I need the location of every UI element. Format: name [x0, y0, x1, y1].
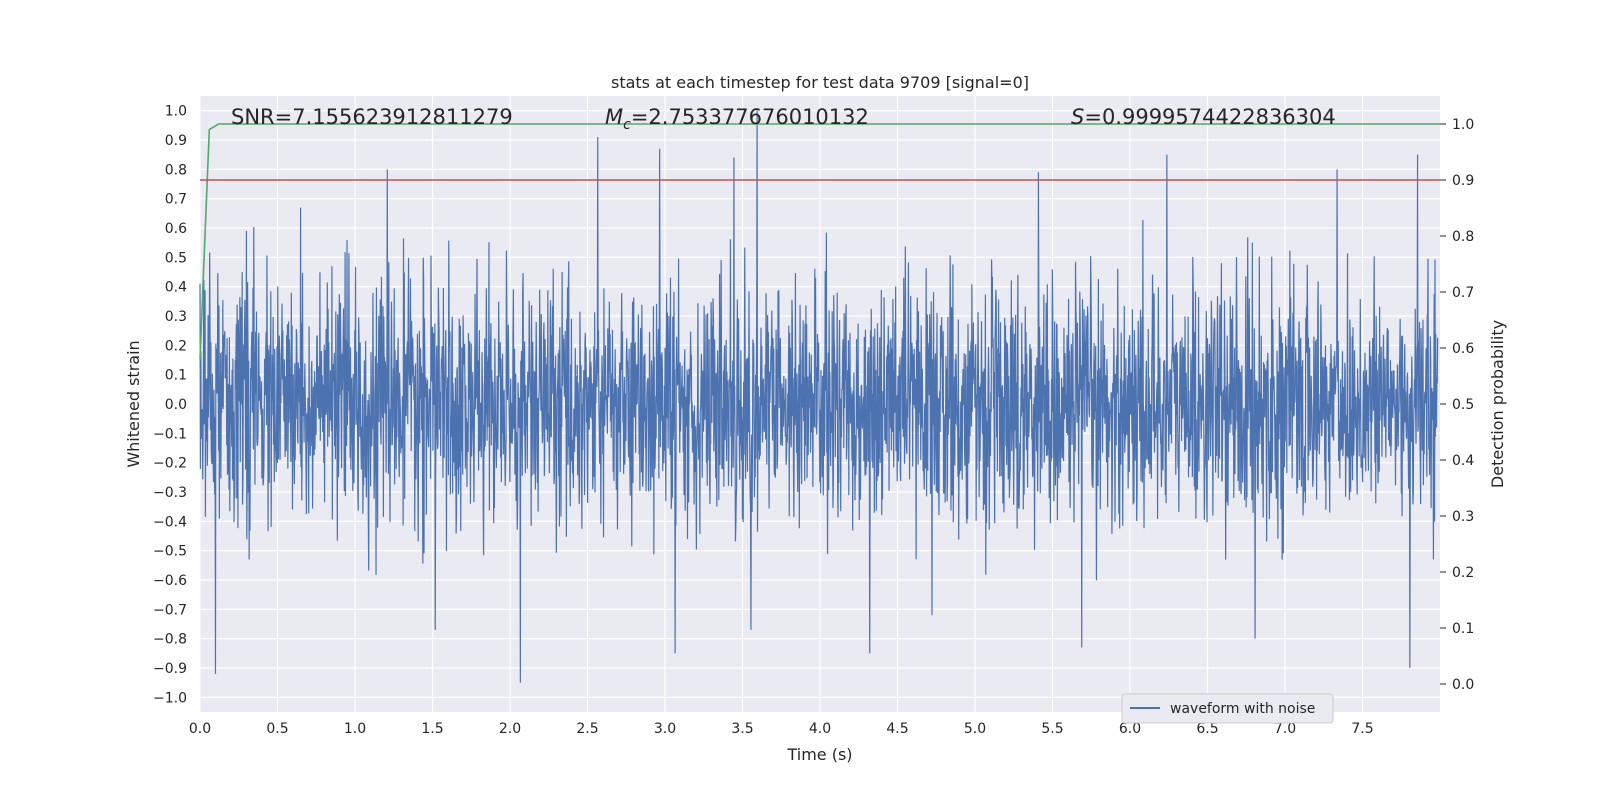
y-left-tick-label: 1.0	[165, 104, 187, 120]
probability-line	[199, 123, 1440, 360]
y-left-tick-label: 0.3	[165, 309, 187, 325]
y-left-tick-label: −0.2	[153, 456, 187, 472]
y-right-tick-label: 0.2	[1452, 565, 1474, 581]
y-left-tick-label: −0.9	[153, 661, 187, 677]
y-left-tick-label: −0.3	[153, 485, 187, 501]
y-left-tick-label: 0.6	[165, 221, 187, 237]
x-tick-label: 3.5	[731, 721, 753, 737]
x-tick-label: 6.5	[1196, 721, 1218, 737]
y-left-tick-label: 0.9	[165, 133, 187, 149]
waveform-line	[199, 110, 1439, 683]
x-tick-label: 5.0	[964, 721, 986, 737]
ticks: 0.0 0.5 1.0 1.5 2.0 2.5 3.0 3.5 4.0 4.5 5.0 5.5 6.0 6…	[153, 104, 1474, 737]
annotation-s: S=0.9999574422836304	[1071, 105, 1336, 129]
y-left-tick-label: −0.1	[153, 426, 187, 442]
y-left-tick-label: 0.1	[165, 368, 187, 384]
y-right-tick-label: 0.0	[1452, 677, 1474, 693]
x-tick-label: 5.5	[1041, 721, 1063, 737]
legend: waveform with noise	[1121, 693, 1334, 724]
y-right-tick-label: 0.9	[1452, 173, 1474, 189]
y-axis-label-right: Detection probability	[1488, 320, 1507, 488]
y-left-tick-label: −0.6	[153, 573, 187, 589]
x-tick-label: 3.0	[654, 721, 676, 737]
y-left-tick-label: 0.8	[165, 162, 187, 178]
y-right-tick-label: 0.5	[1452, 397, 1474, 413]
y-left-tick-label: −0.7	[153, 602, 187, 618]
legend-label: waveform with noise	[1170, 701, 1315, 717]
y-left-tick-label: −0.5	[153, 544, 187, 560]
y-right-tick-label: 0.7	[1452, 285, 1474, 301]
y-left-tick-label: −0.4	[153, 514, 187, 530]
y-right-tick-label: 0.6	[1452, 341, 1474, 357]
chart-title: stats at each timestep for test data 970…	[611, 73, 1029, 92]
y-left-tick-label: 0.2	[165, 338, 187, 354]
y-right-tick-label: 0.1	[1452, 621, 1474, 637]
x-tick-label: 4.0	[809, 721, 831, 737]
y-left-tick-label: 0.4	[165, 280, 187, 296]
y-right-tick-label: 0.4	[1452, 453, 1474, 469]
y-axis-label-left: Whitened strain	[124, 340, 143, 467]
waveform-series	[199, 110, 1439, 683]
x-tick-label: 7.5	[1351, 721, 1373, 737]
y-left-tick-label: 0.7	[165, 192, 187, 208]
x-axis-label: Time (s)	[786, 745, 852, 764]
x-tick-label: 2.0	[499, 721, 521, 737]
x-tick-label: 1.5	[421, 721, 443, 737]
probability-series	[199, 123, 1440, 360]
y-left-tick-label: 0.0	[165, 397, 187, 413]
x-tick-label: 7.0	[1274, 721, 1296, 737]
annotation-mc: Mc=2.753377676010132	[605, 105, 869, 133]
y-left-tick-label: −1.0	[153, 690, 187, 706]
y-right-tick-label: 1.0	[1452, 117, 1474, 133]
x-tick-label: 0.0	[189, 721, 211, 737]
y-right-tick-label: 0.3	[1452, 509, 1474, 525]
y-left-tick-label: −0.8	[153, 632, 187, 648]
x-tick-label: 2.5	[576, 721, 598, 737]
x-tick-label: 1.0	[344, 721, 366, 737]
legend-box	[1121, 693, 1334, 724]
y-left-tick-label: 0.5	[165, 250, 187, 266]
x-tick-label: 6.0	[1119, 721, 1141, 737]
annotation-snr: SNR=7.155623912811279	[231, 105, 513, 129]
x-tick-label: 4.5	[886, 721, 908, 737]
x-tick-label: 0.5	[266, 721, 288, 737]
y-right-tick-label: 0.8	[1452, 229, 1474, 245]
